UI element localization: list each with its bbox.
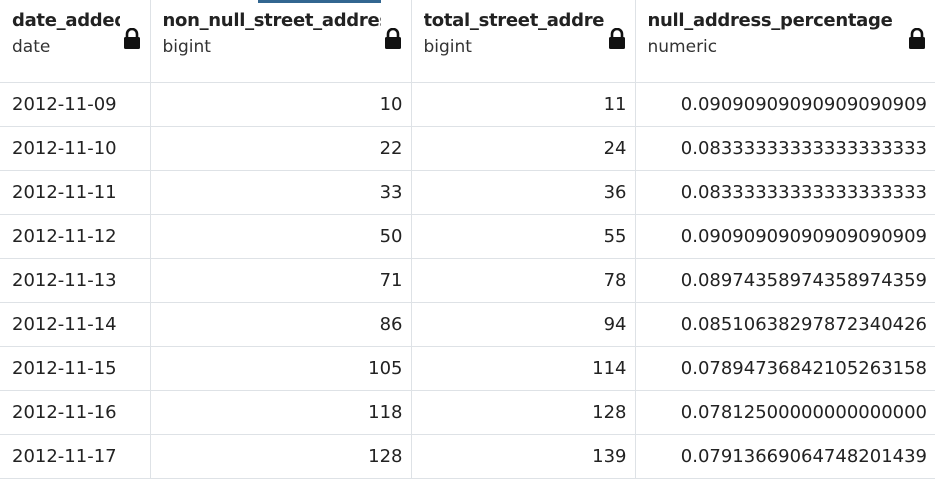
cell[interactable]: 2012-11-16 <box>0 391 150 435</box>
cell[interactable]: 2012-11-13 <box>0 259 150 303</box>
cell[interactable]: 24 <box>411 127 635 171</box>
cell[interactable]: 2012-11-17 <box>0 435 150 479</box>
cell[interactable]: 33 <box>150 171 411 215</box>
column-name: non_null_street_address <box>163 10 381 31</box>
cell[interactable]: 139 <box>411 435 635 479</box>
cell[interactable]: 2012-11-12 <box>0 215 150 259</box>
cell[interactable]: 2012-11-11 <box>0 171 150 215</box>
lock-icon <box>383 28 403 54</box>
cell[interactable]: 94 <box>411 303 635 347</box>
cell[interactable]: 78 <box>411 259 635 303</box>
cell[interactable]: 0.08333333333333333333 <box>635 127 935 171</box>
cell[interactable]: 0.07894736842105263158 <box>635 347 935 391</box>
column-type: numeric <box>648 37 935 57</box>
cell[interactable]: 0.07913669064748201439 <box>635 435 935 479</box>
cell[interactable]: 11 <box>411 83 635 127</box>
column-type: bigint <box>424 37 635 57</box>
cell[interactable]: 50 <box>150 215 411 259</box>
cell[interactable]: 2012-11-10 <box>0 127 150 171</box>
cell[interactable]: 55 <box>411 215 635 259</box>
cell[interactable]: 36 <box>411 171 635 215</box>
column-name: total_street_address <box>424 10 605 31</box>
cell[interactable]: 105 <box>150 347 411 391</box>
cell[interactable]: 86 <box>150 303 411 347</box>
cell[interactable]: 2012-11-14 <box>0 303 150 347</box>
cell[interactable]: 2012-11-09 <box>0 83 150 127</box>
column-type: bigint <box>163 37 411 57</box>
cell[interactable]: 114 <box>411 347 635 391</box>
lock-icon <box>607 28 627 54</box>
cell[interactable]: 0.09090909090909090909 <box>635 215 935 259</box>
cell[interactable]: 10 <box>150 83 411 127</box>
cell[interactable]: 71 <box>150 259 411 303</box>
lock-icon <box>122 28 142 54</box>
cell[interactable]: 0.07812500000000000000 <box>635 391 935 435</box>
cell[interactable]: 118 <box>150 391 411 435</box>
column-name: null_address_percentage <box>648 10 906 31</box>
cell[interactable]: 2012-11-15 <box>0 347 150 391</box>
lock-icon <box>907 28 927 54</box>
cell[interactable]: 128 <box>150 435 411 479</box>
column-name: date_added <box>12 10 120 31</box>
cell[interactable]: 128 <box>411 391 635 435</box>
cell[interactable]: 0.08333333333333333333 <box>635 171 935 215</box>
cell[interactable]: 0.09090909090909090909 <box>635 83 935 127</box>
cell[interactable]: 0.08974358974358974359 <box>635 259 935 303</box>
cell[interactable]: 22 <box>150 127 411 171</box>
cell[interactable]: 0.08510638297872340426 <box>635 303 935 347</box>
